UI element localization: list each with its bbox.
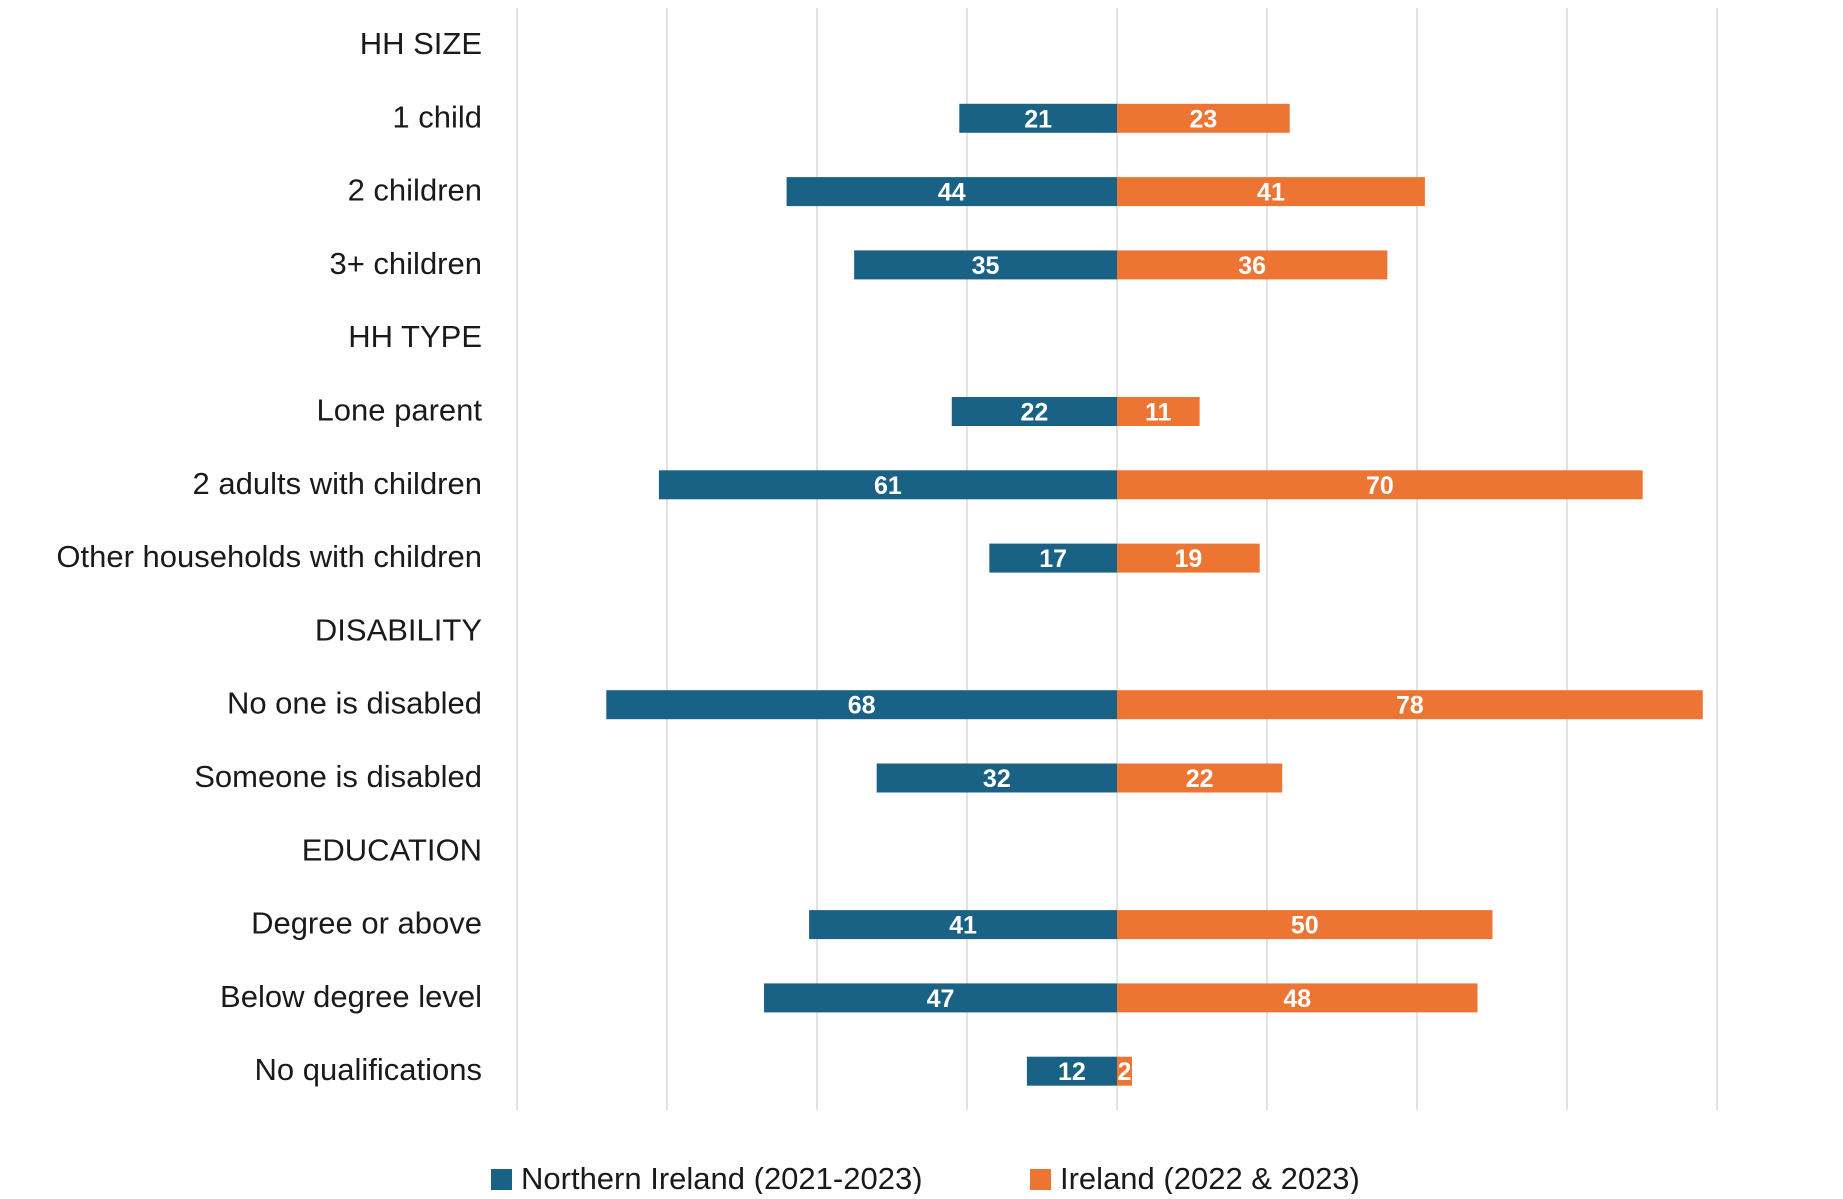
category-label: 2 children: [348, 173, 482, 208]
bar-ireland: [1117, 690, 1703, 720]
category-label: HH SIZE: [360, 26, 482, 61]
bar-northern-ireland: [854, 250, 1117, 280]
data-label: 47: [927, 985, 955, 1013]
bar-ireland: [1117, 763, 1283, 793]
category-label: 2 adults with children: [193, 466, 483, 501]
bar-northern-ireland: [809, 910, 1117, 940]
category-label: HH TYPE: [348, 319, 482, 354]
category-label: No one is disabled: [227, 686, 482, 721]
bar-northern-ireland: [876, 763, 1117, 793]
legend: Northern Ireland (2021-2023) Ireland (202…: [491, 1161, 1360, 1196]
bar-northern-ireland: [606, 690, 1117, 720]
bar-northern-ireland: [951, 397, 1117, 426]
legend-swatch: [491, 1169, 512, 1190]
data-label: 11: [1145, 399, 1172, 427]
data-label: 21: [1024, 105, 1052, 133]
category-label: Below degree level: [220, 979, 482, 1014]
data-label: 12: [1058, 1058, 1086, 1086]
bar-northern-ireland: [764, 983, 1117, 1013]
category-label: 3+ children: [329, 246, 482, 281]
data-label: 22: [1020, 399, 1048, 427]
category-label: Someone is disabled: [194, 759, 482, 794]
data-label: 41: [1257, 179, 1285, 207]
bar-ireland: [1117, 470, 1643, 500]
legend-label: Northern Ireland (2021-2023): [521, 1161, 923, 1194]
data-label: 70: [1366, 472, 1394, 500]
data-label: 78: [1396, 692, 1424, 720]
bar-northern-ireland: [959, 103, 1117, 133]
category-label: 1 child: [392, 99, 482, 134]
bar-ireland: [1117, 250, 1388, 280]
data-label: 23: [1189, 105, 1217, 133]
category-label: Degree or above: [251, 906, 482, 941]
category-labels: HH SIZE 1 child 2 children 3+ children HH TY…: [56, 26, 482, 1087]
data-label: 50: [1291, 912, 1319, 940]
data-label: 19: [1174, 545, 1202, 573]
data-label: 48: [1283, 985, 1311, 1013]
data-label: 2: [1118, 1058, 1132, 1086]
bar-ireland: [1117, 397, 1200, 426]
bar-ireland: [1117, 1056, 1133, 1086]
category-label: Other households with children: [56, 539, 482, 574]
data-label: 32: [983, 765, 1011, 793]
data-labels: 21 44 35 22 61 17 68 32 41 47 12 23 41 36 11 70 19 78 22 50…: [848, 105, 1424, 1086]
bar-ireland: [1117, 983, 1478, 1013]
category-label: DISABILITY: [315, 612, 482, 647]
category-label: EDUCATION: [302, 832, 482, 867]
data-label: 41: [949, 912, 977, 940]
bar-northern-ireland: [658, 470, 1117, 500]
data-label: 17: [1039, 545, 1067, 573]
bar-northern-ireland: [786, 177, 1117, 207]
data-label: 61: [874, 472, 902, 500]
data-label: 44: [938, 179, 966, 207]
bar-northern-ireland: [989, 543, 1117, 573]
data-label: 35: [972, 252, 1000, 280]
bar-northern-ireland: [1026, 1056, 1117, 1086]
bars: [606, 103, 1703, 1086]
bar-ireland: [1117, 543, 1260, 573]
legend-label: Ireland (2022 & 2023): [1060, 1161, 1360, 1194]
legend-swatch: [1030, 1169, 1051, 1190]
bar-ireland: [1117, 910, 1493, 940]
data-label: 68: [848, 692, 876, 720]
bar-ireland: [1117, 177, 1425, 207]
data-label: 22: [1186, 765, 1214, 793]
category-label: Lone parent: [317, 393, 483, 428]
data-label: 36: [1238, 252, 1266, 280]
category-label: No qualifications: [255, 1052, 482, 1087]
bar-ireland: [1117, 103, 1290, 133]
